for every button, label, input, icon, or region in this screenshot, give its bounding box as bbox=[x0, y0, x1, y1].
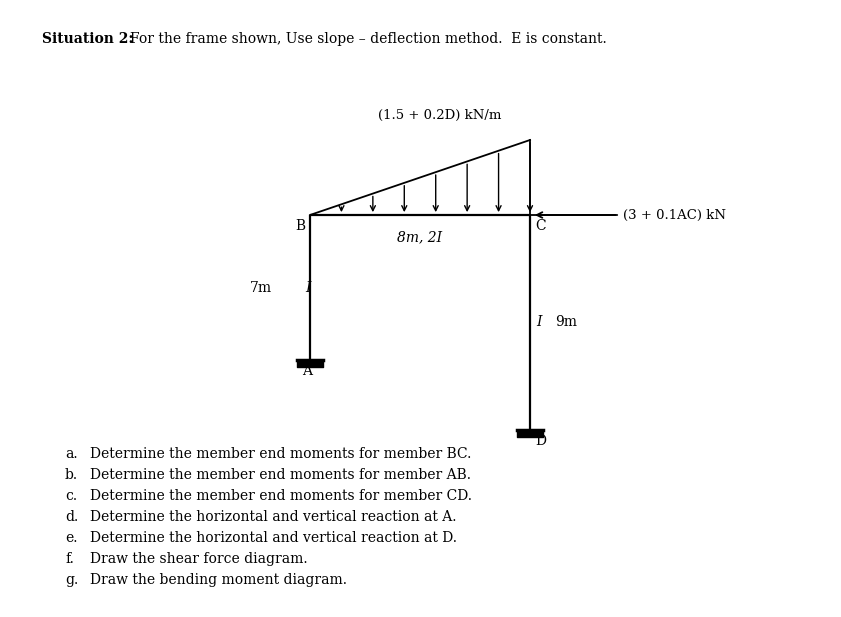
Text: 9m: 9m bbox=[555, 315, 577, 329]
Text: I: I bbox=[536, 315, 542, 329]
Text: g.: g. bbox=[65, 573, 78, 587]
Text: C: C bbox=[535, 219, 546, 233]
Text: 7m: 7m bbox=[250, 281, 272, 294]
Text: (3 + 0.1AC) kN: (3 + 0.1AC) kN bbox=[623, 209, 726, 222]
Text: c.: c. bbox=[65, 489, 77, 503]
Text: a.: a. bbox=[65, 447, 77, 461]
Text: Determine the horizontal and vertical reaction at A.: Determine the horizontal and vertical re… bbox=[90, 510, 457, 524]
Text: For the frame shown, Use slope – deflection method.  E is constant.: For the frame shown, Use slope – deflect… bbox=[130, 32, 606, 46]
Text: B: B bbox=[295, 219, 305, 233]
Text: (1.5 + 0.2D) kN/m: (1.5 + 0.2D) kN/m bbox=[378, 109, 502, 122]
Text: Situation 2:: Situation 2: bbox=[42, 32, 134, 46]
Text: Draw the shear force diagram.: Draw the shear force diagram. bbox=[90, 552, 308, 566]
Text: e.: e. bbox=[65, 531, 77, 545]
Text: Determine the member end moments for member BC.: Determine the member end moments for mem… bbox=[90, 447, 471, 461]
Text: Determine the member end moments for member CD.: Determine the member end moments for mem… bbox=[90, 489, 472, 503]
Text: f.: f. bbox=[65, 552, 74, 566]
Text: A: A bbox=[302, 364, 312, 378]
Text: Determine the horizontal and vertical reaction at D.: Determine the horizontal and vertical re… bbox=[90, 531, 457, 545]
Text: Draw the bending moment diagram.: Draw the bending moment diagram. bbox=[90, 573, 347, 587]
Text: b.: b. bbox=[65, 468, 78, 482]
Text: D: D bbox=[535, 434, 546, 448]
Text: d.: d. bbox=[65, 510, 78, 524]
Text: 8m, 2I: 8m, 2I bbox=[398, 230, 442, 244]
Text: Determine the member end moments for member AB.: Determine the member end moments for mem… bbox=[90, 468, 471, 482]
Text: I: I bbox=[305, 281, 310, 294]
